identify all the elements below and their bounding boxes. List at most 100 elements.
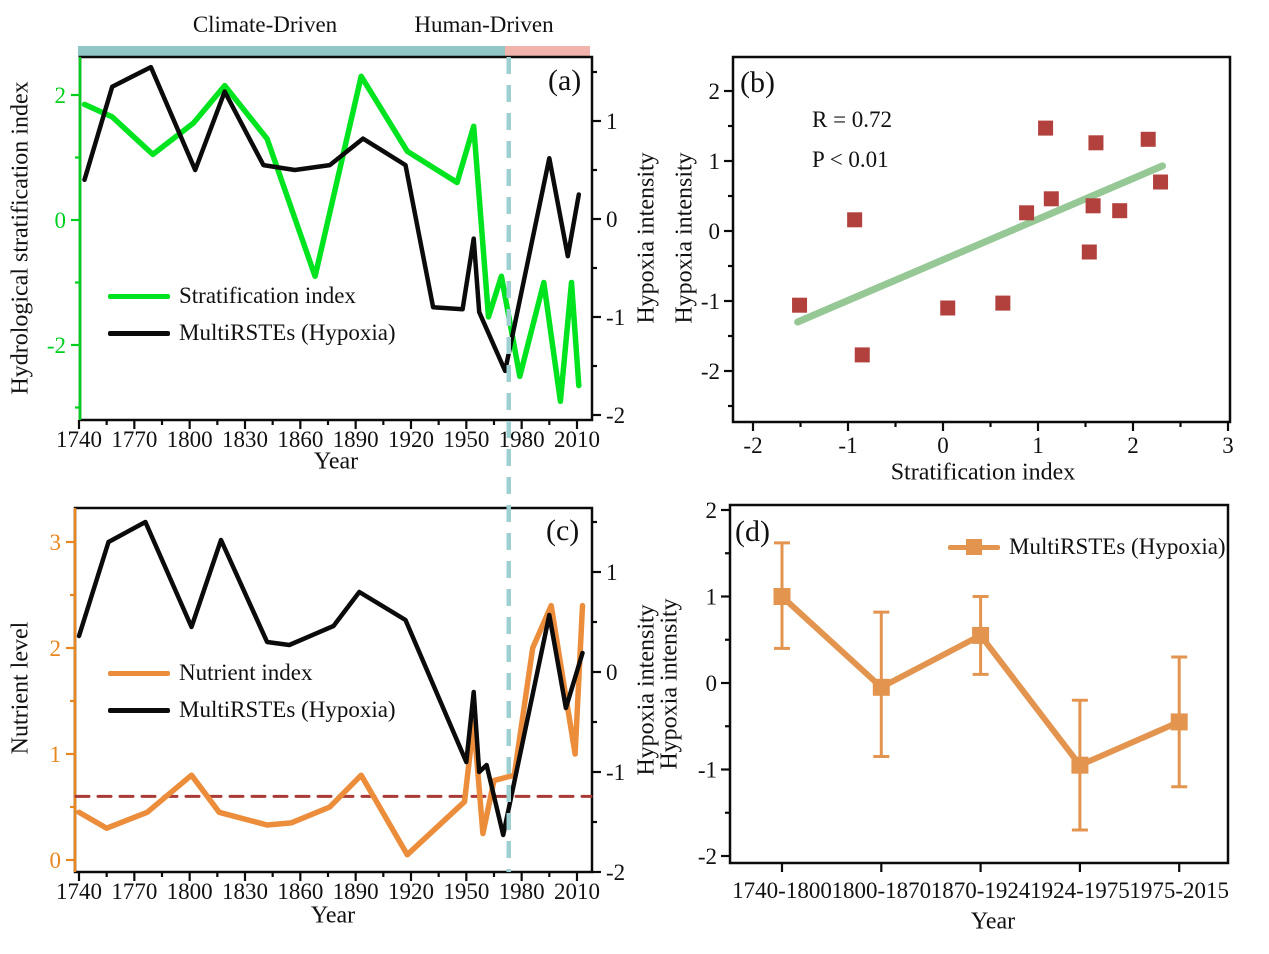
multirstes-line-swatch: [108, 330, 170, 336]
tick-label: 1860: [277, 879, 323, 904]
tick-label: 1890: [333, 879, 379, 904]
panel-a-ylabel-right: Hypoxia intensity: [633, 152, 660, 324]
tick-label: 0: [709, 219, 721, 244]
tick-label: -1: [606, 305, 625, 330]
panel-a-legend: Stratification index MultiRSTEs (Hypoxia…: [108, 283, 396, 346]
tick-label: 2: [709, 79, 721, 104]
panel-c-legend: Nutrient index MultiRSTEs (Hypoxia): [108, 660, 396, 723]
scatter-point: [1081, 244, 1097, 260]
scatter-point: [1043, 191, 1059, 207]
square-marker: [1071, 756, 1089, 774]
tick-label: 1950: [443, 879, 489, 904]
tick-label: 1: [1032, 433, 1044, 458]
tick-label: 1830: [222, 879, 268, 904]
tick-label: 1860: [277, 427, 323, 452]
square-marker: [773, 588, 791, 605]
tick-label: -1: [838, 433, 857, 458]
scatter-point: [995, 295, 1011, 311]
multirstes-marker-swatch: [948, 539, 1000, 555]
panel-d-letter: (d): [735, 515, 770, 548]
tick-label: 1920: [388, 879, 434, 904]
tick-label: 1890: [333, 427, 379, 452]
tick-label: -2: [698, 844, 717, 869]
series-multirstes-hypoxia-: [82, 64, 582, 374]
tick-label: 0: [55, 208, 67, 233]
panel-a-ylabel-left: Hydrological stratification index: [7, 81, 34, 395]
legend-label: MultiRSTEs (Hypoxia): [1009, 534, 1226, 559]
tick-label: -1: [701, 289, 720, 314]
series-stratification-index: [81, 73, 582, 405]
tick-label: 1800-1870: [831, 878, 931, 903]
tick-label: 1: [606, 109, 618, 134]
scatter-point: [1140, 131, 1156, 147]
tick-label: 1830: [222, 427, 268, 452]
tick-label: -2: [701, 359, 720, 384]
correlation-stats: R = 0.72 P < 0.01: [812, 100, 892, 180]
tick-label: 1740-1800: [732, 878, 832, 903]
series-nutrient-index: [76, 602, 586, 858]
trend-line: [794, 162, 1166, 326]
tick-label: 0: [606, 207, 618, 232]
r-value: R = 0.72: [812, 107, 893, 132]
tick-label: 0: [937, 433, 949, 458]
tick-label: 2: [1127, 433, 1139, 458]
tick-label: -1: [698, 758, 717, 783]
tick-label: 1924-1975: [1030, 878, 1130, 903]
legend-item-multirstes-c: MultiRSTEs (Hypoxia): [108, 697, 396, 723]
climate-driven-label: Climate-Driven: [192, 12, 338, 37]
tick-label: -2: [47, 333, 66, 358]
scatter-point: [847, 212, 863, 228]
scatter-point: [1038, 120, 1054, 136]
legend-label: MultiRSTEs (Hypoxia): [179, 320, 396, 345]
scatter-point: [940, 300, 956, 316]
legend-label: Stratification index: [179, 283, 356, 308]
tick-label: 2010: [554, 879, 600, 904]
panel-d-xlabel: Year: [970, 908, 1016, 935]
panel-b-ylabel: Hypoxia intensity: [671, 152, 698, 324]
panel-b-xlabel: Stratification index: [890, 459, 1076, 486]
tick-label: -1: [606, 760, 625, 785]
legend-item-stratification: Stratification index: [108, 283, 396, 309]
tick-label: 1740: [56, 879, 102, 904]
plot-box: [731, 55, 1232, 424]
tick-label: 1920: [388, 427, 434, 452]
tick-label: -2: [743, 433, 762, 458]
square-marker: [972, 626, 990, 644]
square-marker: [872, 678, 890, 696]
panel-c-xlabel: Year: [310, 902, 356, 929]
human-driven-bar: [505, 46, 590, 58]
scatter-point: [1019, 205, 1035, 221]
human-driven-label: Human-Driven: [414, 12, 554, 37]
tick-label: 1950: [443, 427, 489, 452]
scatter-point: [854, 347, 870, 363]
legend-item-multirstes-a: MultiRSTEs (Hypoxia): [108, 320, 396, 346]
legend-item-multirstes-d: MultiRSTEs (Hypoxia): [948, 534, 1226, 560]
scatter-point: [1085, 198, 1101, 214]
tick-label: 0: [606, 660, 618, 685]
square-marker: [1170, 713, 1188, 731]
tick-label: 2: [50, 636, 62, 661]
legend-label: Nutrient index: [179, 660, 313, 685]
scatter-point: [792, 297, 808, 313]
scatter-point: [1112, 203, 1128, 219]
scatter-point: [1088, 135, 1104, 151]
tick-label: -2: [606, 403, 625, 428]
tick-label: 0: [706, 671, 718, 696]
multirstes-line-swatch: [108, 707, 170, 713]
tick-label: 1770: [111, 427, 157, 452]
panel-d-ylabel: Hypoxia intensity: [656, 598, 683, 770]
tick-label: 1980: [499, 427, 545, 452]
panel-c-letter: (c): [546, 514, 580, 547]
tick-label: 1870-1924: [931, 878, 1031, 903]
panel-b-letter: (b): [740, 66, 775, 99]
tick-label: 0: [50, 848, 62, 873]
tick-label: 1: [50, 742, 62, 767]
p-value: P < 0.01: [812, 147, 889, 172]
stratification-line-swatch: [108, 293, 170, 299]
tick-label: 1: [709, 149, 721, 174]
tick-label: 1800: [167, 427, 213, 452]
tick-label: 3: [50, 530, 62, 555]
tick-label: 3: [1222, 433, 1234, 458]
tick-label: 2: [706, 498, 718, 523]
